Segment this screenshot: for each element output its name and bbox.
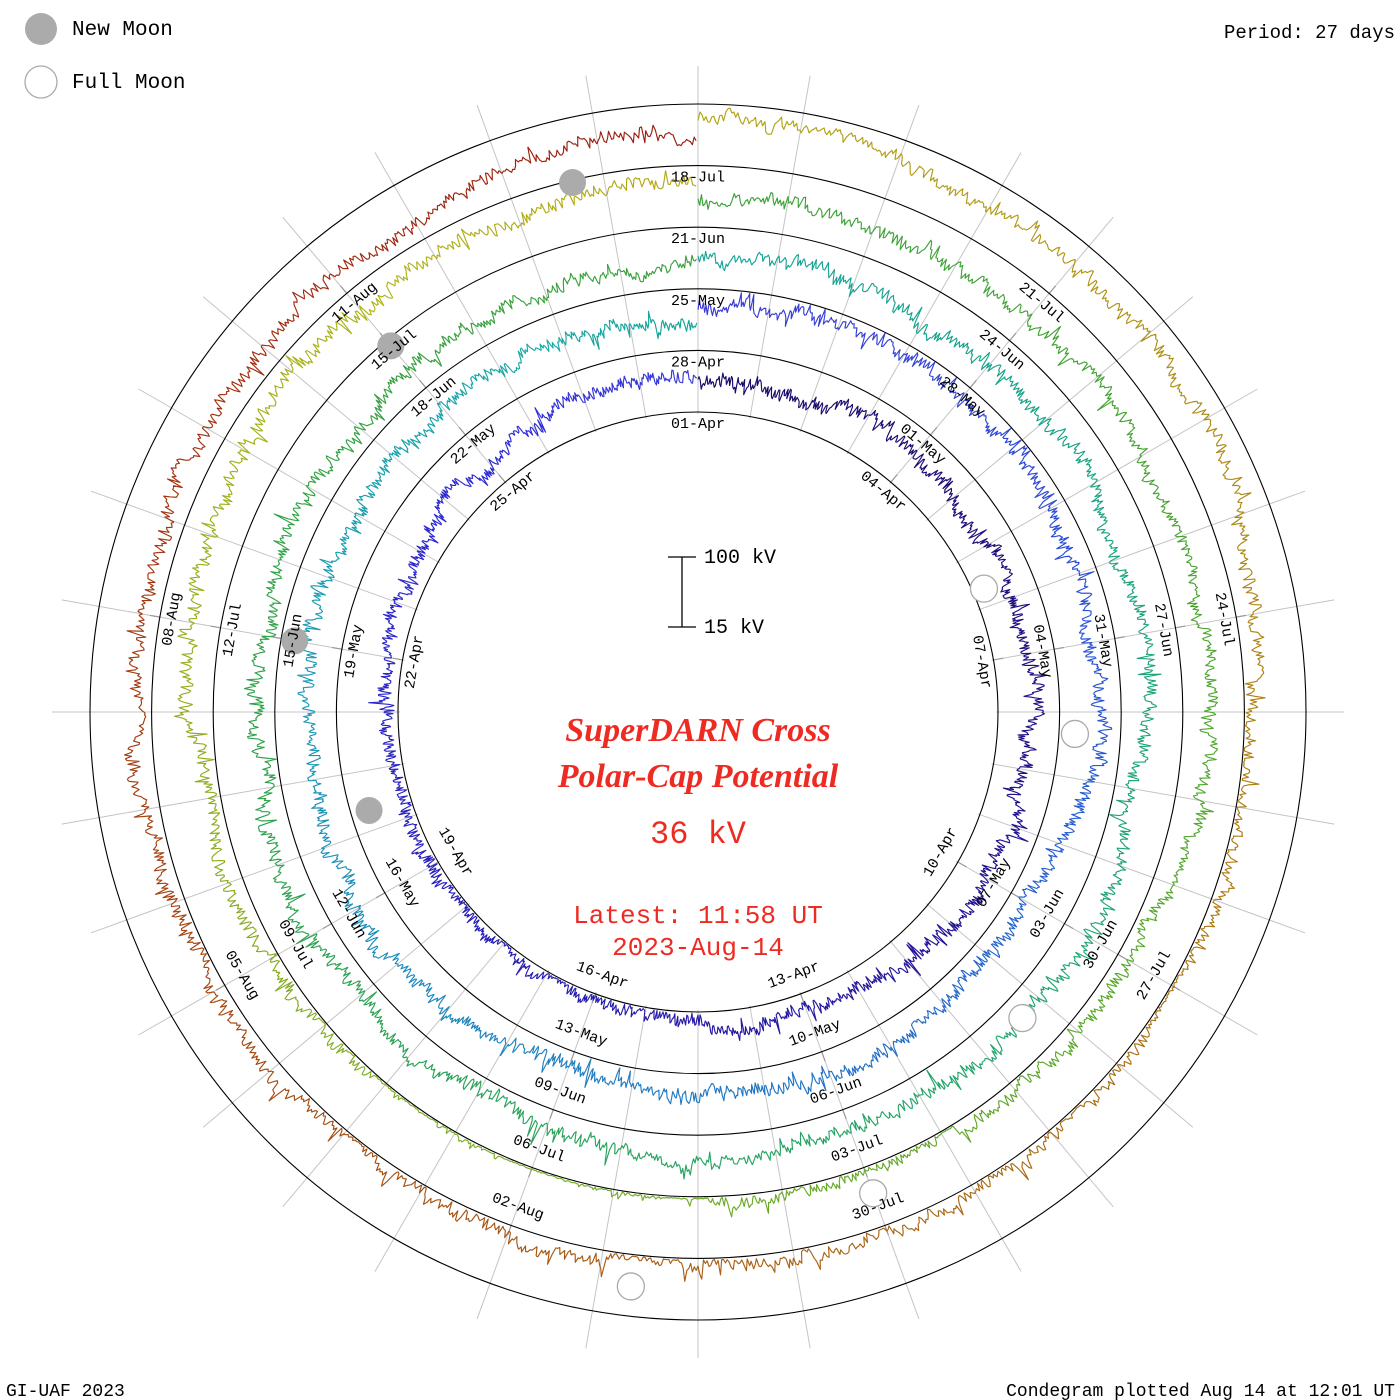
svg-text:15 kV: 15 kV: [704, 617, 764, 640]
svg-text:Full Moon: Full Moon: [72, 72, 185, 95]
svg-text:36 kV: 36 kV: [650, 816, 747, 853]
svg-text:01-Apr: 01-Apr: [671, 416, 725, 433]
svg-text:10-May: 10-May: [787, 1016, 844, 1050]
svg-text:Polar-Cap Potential: Polar-Cap Potential: [557, 758, 839, 795]
svg-text:09-Jun: 09-Jun: [532, 1074, 589, 1108]
svg-text:03-Jun: 03-Jun: [1027, 886, 1069, 941]
svg-text:Condegram plotted Aug 14 at 12: Condegram plotted Aug 14 at 12:01 UT: [1006, 1382, 1395, 1400]
svg-text:21-Jun: 21-Jun: [671, 231, 725, 248]
svg-text:SuperDARN Cross: SuperDARN Cross: [565, 712, 830, 749]
svg-text:100 kV: 100 kV: [704, 547, 776, 570]
svg-text:27-Jul: 27-Jul: [1133, 948, 1175, 1003]
svg-text:GI-UAF 2023: GI-UAF 2023: [6, 1382, 125, 1400]
svg-text:16-Apr: 16-Apr: [574, 958, 631, 992]
svg-text:10-Apr: 10-Apr: [920, 825, 962, 880]
svg-text:New Moon: New Moon: [72, 19, 173, 42]
svg-text:Latest: 11:58 UT: Latest: 11:58 UT: [573, 901, 823, 931]
svg-text:13-May: 13-May: [553, 1016, 610, 1050]
svg-text:02-Aug: 02-Aug: [490, 1190, 547, 1224]
svg-text:28-Apr: 28-Apr: [671, 354, 725, 371]
svg-text:06-Jul: 06-Jul: [511, 1132, 568, 1166]
svg-text:03-Jul: 03-Jul: [829, 1132, 886, 1166]
svg-text:16-May: 16-May: [381, 855, 423, 910]
svg-text:18-Jul: 18-Jul: [671, 170, 725, 187]
svg-text:19-Apr: 19-Apr: [434, 825, 476, 880]
svg-text:2023-Aug-14: 2023-Aug-14: [612, 933, 784, 963]
svg-text:Period: 27 days: Period: 27 days: [1224, 22, 1395, 44]
svg-text:25-May: 25-May: [671, 293, 725, 310]
svg-text:13-Apr: 13-Apr: [766, 958, 823, 992]
svg-text:05-Aug: 05-Aug: [221, 948, 263, 1003]
